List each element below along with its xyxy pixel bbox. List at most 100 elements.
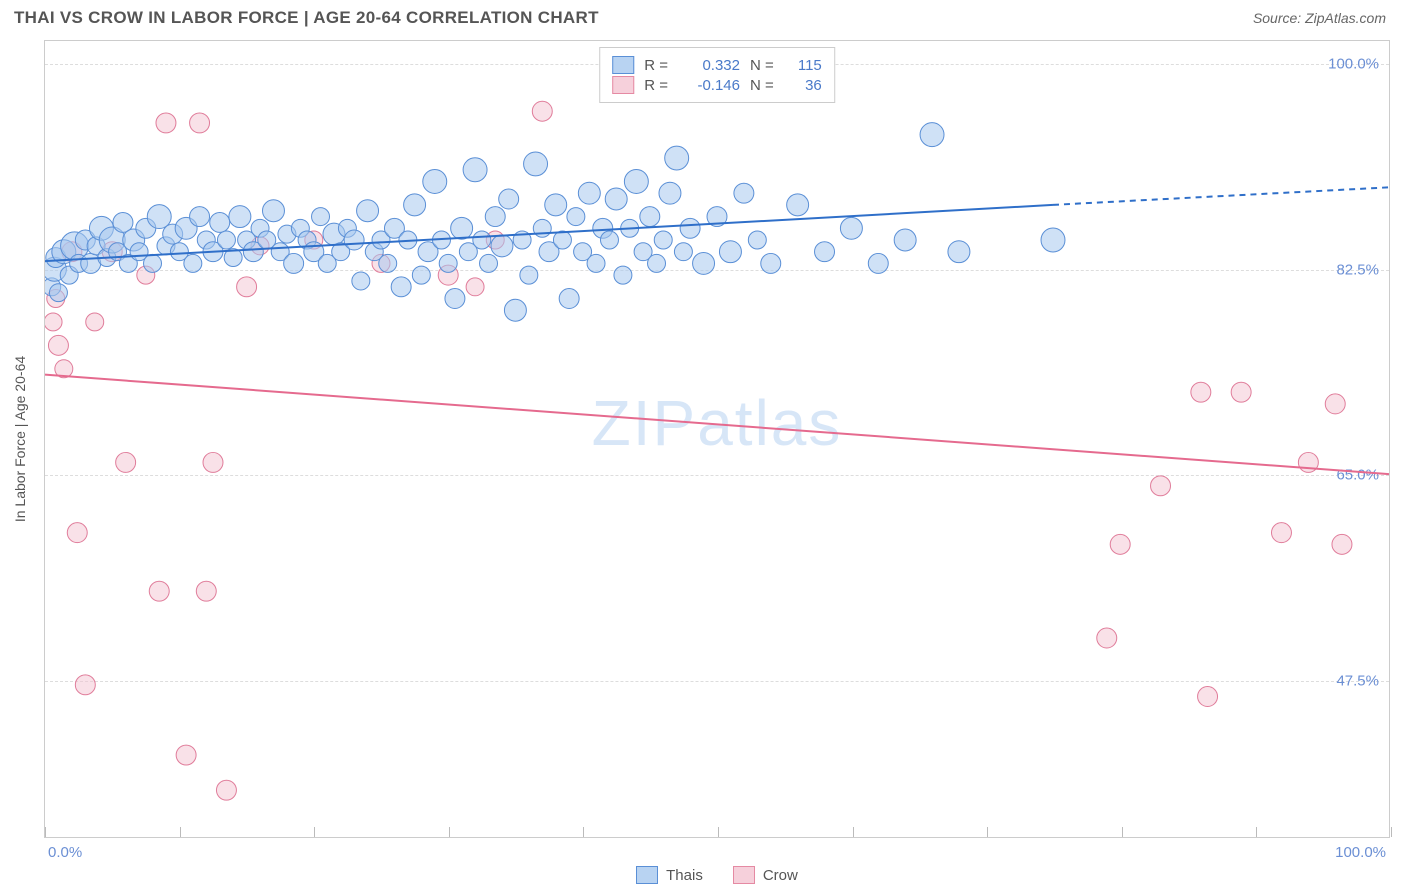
thais-point — [147, 205, 171, 229]
thais-point — [894, 229, 916, 251]
crow-point — [190, 113, 210, 133]
legend-label-crow: Crow — [763, 867, 798, 884]
crow-point — [86, 313, 104, 331]
x-axis-min-label: 0.0% — [48, 844, 82, 861]
thais-point — [423, 170, 447, 194]
legend-bottom: Thais Crow — [44, 866, 1390, 884]
legend-swatch-thais — [612, 56, 634, 74]
y-axis-label: In Labor Force | Age 20-64 — [12, 356, 28, 522]
thais-point — [391, 277, 411, 297]
thais-point — [920, 123, 944, 147]
crow-point — [1198, 687, 1218, 707]
crow-point — [67, 523, 87, 543]
thais-point — [184, 254, 202, 272]
crow-point — [48, 335, 68, 355]
thais-point — [451, 217, 473, 239]
crow-point — [1191, 382, 1211, 402]
thais-point — [379, 254, 397, 272]
thais-point — [352, 272, 370, 290]
legend-stats: R = 0.332 N = 115 R = -0.146 N = 36 — [599, 47, 835, 103]
thais-point — [524, 152, 548, 176]
crow-point — [116, 452, 136, 472]
legend-label-thais: Thais — [666, 867, 703, 884]
crow-point — [203, 452, 223, 472]
thais-point — [948, 241, 970, 263]
crow-point — [1325, 394, 1345, 414]
crow-point — [149, 581, 169, 601]
thais-point — [719, 241, 741, 263]
crow-r-value: -0.146 — [678, 77, 740, 94]
crow-point — [466, 278, 484, 296]
crow-point — [1110, 534, 1130, 554]
thais-point — [553, 231, 571, 249]
crow-point — [1231, 382, 1251, 402]
crow-point — [1332, 534, 1352, 554]
thais-point — [559, 289, 579, 309]
thais-point — [680, 218, 700, 238]
thais-point — [49, 284, 67, 302]
thais-r-value: 0.332 — [678, 57, 740, 74]
page-title: THAI VS CROW IN LABOR FORCE | AGE 20-64 … — [14, 8, 599, 28]
thais-point — [480, 254, 498, 272]
n-label: N = — [750, 77, 774, 94]
x-axis-max-label: 100.0% — [1335, 844, 1386, 861]
crow-n-value: 36 — [784, 77, 822, 94]
thais-point — [404, 194, 426, 216]
crow-point — [1097, 628, 1117, 648]
thais-point — [815, 242, 835, 262]
legend-swatch-crow — [733, 866, 755, 884]
thais-point — [578, 182, 600, 204]
thais-point — [761, 253, 781, 273]
crow-point — [45, 313, 62, 331]
thais-point — [491, 235, 513, 257]
thais-trendline-ext — [1053, 187, 1389, 205]
thais-point — [284, 253, 304, 273]
thais-point — [567, 208, 585, 226]
thais-point — [463, 158, 487, 182]
thais-point — [868, 253, 888, 273]
thais-point — [654, 231, 672, 249]
thais-point — [787, 194, 809, 216]
r-label: R = — [644, 77, 668, 94]
thais-point — [748, 231, 766, 249]
thais-point — [210, 212, 230, 232]
thais-point — [520, 266, 538, 284]
thais-point — [674, 243, 692, 261]
r-label: R = — [644, 57, 668, 74]
thais-point — [734, 183, 754, 203]
thais-point — [659, 182, 681, 204]
thais-point — [665, 146, 689, 170]
thais-point — [217, 231, 235, 249]
legend-swatch-crow — [612, 76, 634, 94]
chart-svg — [45, 41, 1389, 837]
thais-point — [600, 231, 618, 249]
crow-point — [75, 675, 95, 695]
thais-point — [587, 254, 605, 272]
thais-point — [473, 231, 491, 249]
n-label: N = — [750, 57, 774, 74]
crow-point — [532, 101, 552, 121]
thais-point — [1041, 228, 1065, 252]
thais-point — [648, 254, 666, 272]
chart-area: ZIPatlas R = 0.332 N = 115 R = -0.146 N … — [44, 40, 1390, 838]
crow-point — [1151, 476, 1171, 496]
thais-point — [357, 200, 379, 222]
thais-point — [344, 230, 364, 250]
crow-point — [237, 277, 257, 297]
crow-trendline — [45, 375, 1389, 475]
crow-point — [156, 113, 176, 133]
thais-point — [190, 207, 210, 227]
thais-point — [229, 206, 251, 228]
thais-point — [445, 289, 465, 309]
thais-point — [312, 208, 330, 226]
thais-point — [439, 254, 457, 272]
crow-point — [176, 745, 196, 765]
thais-point — [504, 299, 526, 321]
thais-point — [624, 170, 648, 194]
thais-point — [262, 200, 284, 222]
thais-point — [144, 254, 162, 272]
thais-point — [499, 189, 519, 209]
thais-n-value: 115 — [784, 57, 822, 74]
thais-point — [614, 266, 632, 284]
thais-point — [605, 188, 627, 210]
